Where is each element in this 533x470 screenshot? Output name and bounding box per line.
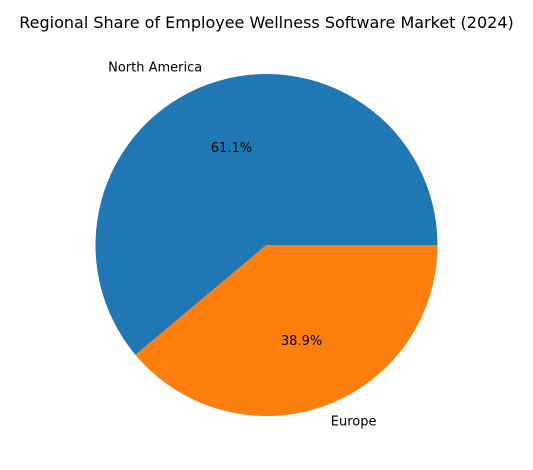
- slice-label: Europe: [331, 414, 377, 429]
- pie-slice-north-america: [95, 74, 438, 355]
- pie-labels: North America 61.1% Europe 38.9%: [108, 61, 376, 430]
- pie-slices: [95, 74, 438, 417]
- slice-label: North America: [108, 61, 202, 76]
- chart-title: Regional Share of Employee Wellness Soft…: [19, 13, 513, 32]
- pie-slice-europe: [135, 245, 438, 417]
- slice-percent-label: 61.1%: [211, 141, 252, 156]
- slice-percent-label: 38.9%: [281, 334, 322, 349]
